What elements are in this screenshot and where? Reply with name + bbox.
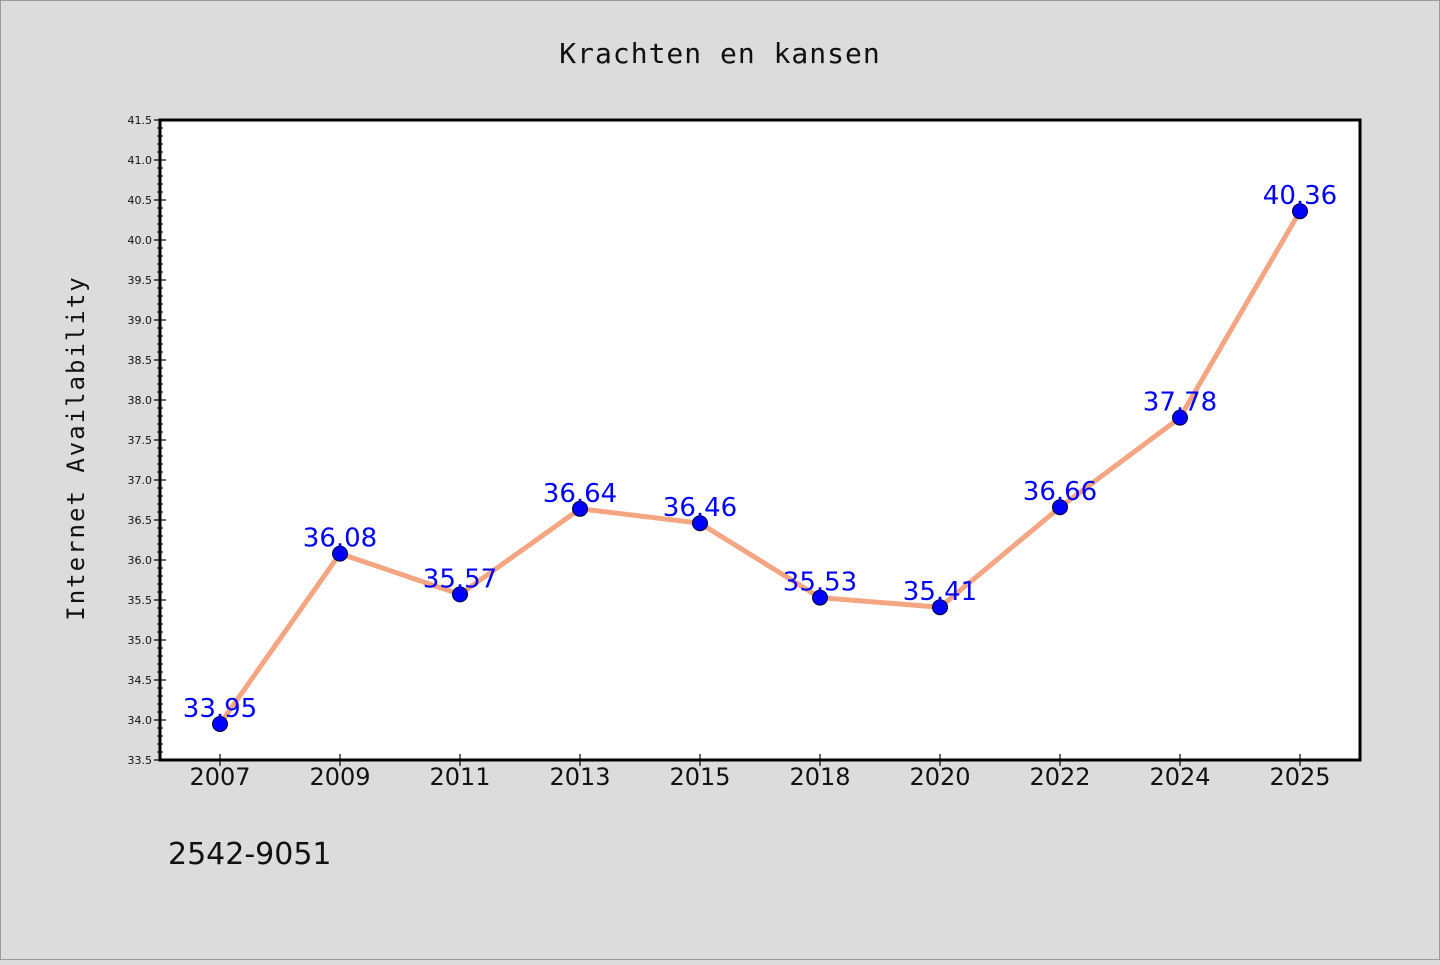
x-tick-label: 2024: [1149, 763, 1210, 791]
x-tick-label: 2015: [669, 763, 730, 791]
footer-code: 2542-9051: [168, 837, 332, 872]
x-tick-label: 2007: [189, 763, 250, 791]
data-label: 36.66: [1023, 477, 1097, 507]
y-tick-label: 33.5: [128, 754, 153, 767]
data-label: 36.08: [303, 524, 377, 554]
x-axis-ticks: 2007 2009 2011 2013 2015 2018 2020 2022 2024 2025: [189, 754, 1331, 791]
data-point: [1052, 499, 1068, 516]
series-group: [212, 203, 1308, 732]
y-tick-label: 40.0: [128, 234, 153, 247]
data-point: [932, 599, 948, 616]
y-tick-label: 39.5: [128, 274, 153, 287]
series-line: [217, 208, 1303, 727]
data-point: [572, 500, 588, 517]
y-tick-label: 37.0: [128, 474, 153, 487]
y-axis-ticks: 33.5 34.0 34.5 35.0 35.5 36.0 36.5 37.0 37.5 38.0…: [128, 114, 166, 767]
y-tick-label: 37.5: [128, 434, 153, 447]
y-tick-label: 35.0: [128, 634, 153, 647]
y-tick-label: 35.5: [128, 594, 153, 607]
data-point: [452, 586, 468, 603]
x-tick-label: 2020: [909, 763, 970, 791]
data-label: 33.95: [183, 694, 257, 724]
data-point: [332, 545, 348, 562]
data-point: [1172, 409, 1188, 426]
y-tick-label: 36.0: [128, 554, 153, 567]
data-label: 35.53: [783, 568, 857, 598]
x-tick-label: 2022: [1029, 763, 1090, 791]
x-tick-label: 2009: [309, 763, 370, 791]
x-tick-label: 2025: [1269, 763, 1330, 791]
data-label: 35.41: [903, 577, 977, 607]
data-labels: 33.95 36.08 35.57 36.64 36.46 35.53 35.41 36.66…: [183, 181, 1337, 724]
data-label: 40.36: [1263, 181, 1337, 211]
data-point: [692, 515, 708, 532]
x-tick-label: 2018: [789, 763, 850, 791]
y-tick-label: 34.0: [128, 714, 153, 727]
y-tick-label: 34.5: [128, 674, 153, 687]
data-label: 37.78: [1143, 388, 1217, 418]
chart-title: Krachten en kansen: [559, 37, 880, 70]
y-tick-label: 38.0: [128, 394, 153, 407]
y-tick-label: 39.0: [128, 314, 153, 327]
data-point: [212, 716, 228, 732]
y-axis-label: Internet Availability: [62, 275, 90, 620]
y-tick-label: 36.5: [128, 514, 153, 527]
data-label: 36.46: [663, 493, 737, 523]
y-tick-label: 40.5: [128, 194, 153, 207]
data-point: [812, 589, 828, 606]
x-tick-label: 2011: [429, 763, 490, 791]
data-label: 35.57: [423, 564, 497, 594]
y-tick-label: 41.0: [128, 154, 153, 167]
data-label: 36.64: [543, 479, 617, 509]
y-tick-label: 38.5: [128, 354, 153, 367]
x-tick-label: 2013: [549, 763, 610, 791]
plot-area: [158, 118, 1362, 762]
data-point: [1292, 203, 1308, 220]
y-tick-label: 41.5: [128, 114, 153, 127]
